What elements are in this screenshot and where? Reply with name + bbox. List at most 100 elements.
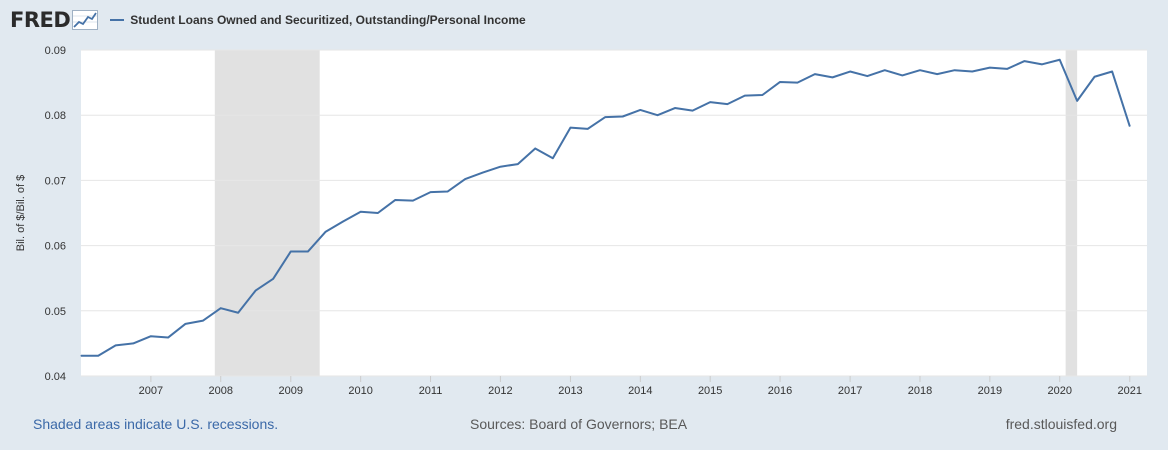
data-point (220, 307, 222, 309)
x-tick-label: 2016 (768, 385, 792, 397)
data-point (342, 220, 344, 223)
data-point (604, 116, 606, 118)
data-point (150, 335, 152, 337)
data-point (534, 147, 536, 150)
data-point (254, 289, 257, 292)
data-point (1059, 59, 1061, 61)
legend-swatch (110, 19, 125, 21)
data-point (1076, 100, 1078, 102)
data-point (482, 171, 484, 174)
x-tick-label: 2012 (488, 385, 512, 397)
x-tick-marks (150, 376, 1131, 382)
legend: Student Loans Owned and Securitized, Out… (110, 13, 526, 27)
data-point (360, 211, 362, 213)
data-point (849, 70, 851, 73)
fred-logo[interactable]: FRED (10, 8, 99, 32)
data-point (377, 212, 379, 214)
data-point (709, 101, 711, 103)
x-tick-label: 2013 (558, 385, 582, 397)
y-axis-label: Bil. of $/Bil. of $ (15, 175, 27, 251)
footer: Shaded areas indicate U.S. recessions. S… (0, 416, 1168, 434)
data-point (936, 73, 938, 75)
data-point (167, 336, 169, 339)
data-point (499, 166, 501, 168)
header: FRED Student Loans Owned and Securitized… (10, 6, 526, 34)
data-point (796, 82, 799, 84)
data-point (674, 107, 676, 109)
recession-note-link[interactable]: Shaded areas indicate U.S. recessions. (33, 416, 279, 432)
data-point (272, 278, 274, 280)
data-point (97, 355, 99, 357)
x-tick-label: 2008 (208, 385, 232, 397)
logo-text: FRED (10, 8, 71, 32)
data-point (919, 69, 921, 71)
data-point (307, 250, 309, 253)
data-point (464, 178, 466, 180)
recession-band (214, 50, 320, 376)
data-point (80, 355, 82, 357)
recession-band (1065, 50, 1078, 376)
data-point (202, 319, 204, 322)
data-point (1093, 76, 1096, 78)
data-point (517, 163, 519, 165)
data-point (412, 200, 414, 202)
data-point (1041, 63, 1043, 65)
data-point (552, 157, 554, 159)
y-tick-label: 0.05 (45, 306, 66, 318)
data-point (639, 109, 641, 111)
data-points (80, 59, 1131, 357)
x-tick-labels: 2007 2008 2009 2010 2011 2012 2013 2014 2015 2016… (139, 385, 1142, 397)
trend-chart-icon (72, 10, 99, 30)
data-point (831, 76, 834, 78)
x-tick-label: 2018 (908, 385, 932, 397)
data-point (744, 95, 746, 97)
data-point (115, 344, 117, 346)
data-point (132, 342, 134, 344)
x-tick-label: 2017 (838, 385, 862, 397)
legend-label: Student Loans Owned and Securitized, Out… (130, 13, 526, 27)
x-tick-label: 2011 (419, 385, 443, 397)
data-point (989, 67, 991, 69)
x-tick-label: 2010 (348, 385, 372, 397)
data-point (656, 114, 659, 116)
data-point (901, 74, 903, 77)
data-point (1023, 60, 1026, 62)
grid-lines (81, 49, 1147, 377)
data-point (1129, 125, 1131, 127)
data-point (569, 126, 572, 129)
data-point (394, 199, 396, 201)
data-point (884, 69, 886, 71)
y-tick-label: 0.08 (45, 110, 66, 122)
recession-bands (214, 50, 1078, 376)
data-point (290, 250, 292, 253)
data-point (1111, 70, 1113, 73)
data-point (324, 231, 327, 233)
x-tick-label: 2015 (698, 385, 722, 397)
y-tick-labels: 0.04 0.05 0.06 0.07 0.08 0.09 (45, 45, 66, 383)
data-point (971, 70, 973, 73)
y-tick-label: 0.07 (45, 175, 66, 187)
data-point (779, 81, 781, 83)
data-point (1006, 68, 1008, 70)
x-tick-label: 2021 (1118, 385, 1142, 397)
data-point (622, 115, 624, 118)
data-point (237, 312, 239, 314)
data-point (447, 190, 449, 193)
data-point (691, 110, 694, 112)
data-point (761, 94, 764, 96)
x-tick-label: 2020 (1047, 385, 1071, 397)
y-tick-label: 0.09 (45, 45, 66, 57)
x-tick-label: 2019 (978, 385, 1002, 397)
data-point (814, 73, 816, 75)
data-point (954, 69, 956, 71)
sources-text: Sources: Board of Governors; BEA (470, 416, 688, 432)
x-tick-label: 2007 (139, 385, 163, 397)
site-link[interactable]: fred.stlouisfed.org (1005, 416, 1117, 432)
x-tick-label: 2009 (279, 385, 303, 397)
y-tick-label: 0.06 (45, 241, 66, 253)
x-tick-label: 2014 (628, 385, 652, 397)
chart: 0.04 0.05 0.06 0.07 0.08 0.09 2007 2008 2009 201… (15, 45, 1147, 397)
data-point (726, 103, 729, 105)
data-point (866, 75, 868, 77)
data-point (429, 191, 432, 193)
